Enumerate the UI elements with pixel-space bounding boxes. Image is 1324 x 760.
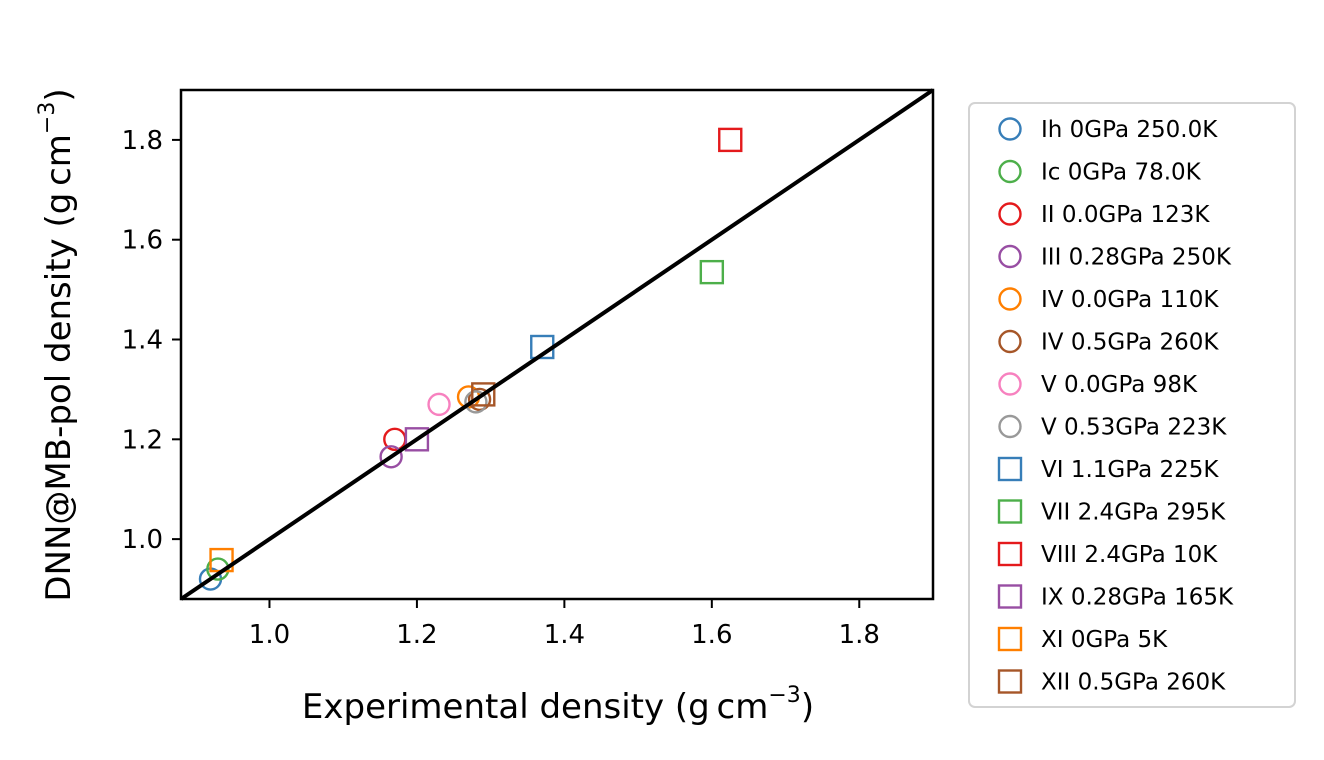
legend-label: V 0.53GPa 223K — [1041, 415, 1227, 441]
legend-label: IV 0.5GPa 260K — [1041, 330, 1219, 356]
legend-label: IX 0.28GPa 165K — [1041, 585, 1234, 611]
x-tick-label: 1.8 — [839, 620, 880, 650]
circle-marker — [467, 387, 492, 412]
square-marker — [718, 127, 743, 153]
legend-marker — [997, 669, 1023, 694]
legend-label: XI 0GPa 5K — [1041, 627, 1168, 653]
legend-label: III 0.28GPa 250K — [1041, 245, 1232, 271]
y-axis-label: DNN@MB-pol density (g cm−3) — [35, 88, 79, 601]
legend-box — [968, 102, 1296, 708]
legend-marker — [998, 287, 1022, 311]
circle-marker — [379, 445, 403, 469]
x-tick-label: 1.6 — [691, 620, 732, 650]
square-marker — [471, 382, 496, 407]
y-tick-label: 1.6 — [122, 226, 163, 256]
legend: Ih 0GPa 250.0K Ic 0GPa 78.0K II 0.0GPa 123… — [968, 102, 1296, 708]
legend-label: V 0.0GPa 98K — [1041, 372, 1198, 398]
legend-label: Ic 0GPa 78.0K — [1041, 160, 1202, 186]
legend-marker — [998, 414, 1022, 439]
legend-marker — [997, 499, 1023, 524]
circle-marker — [464, 390, 488, 414]
circle-marker — [427, 392, 451, 417]
data-points — [198, 127, 743, 591]
x-tick-label: 1.0 — [249, 620, 290, 650]
reference-line — [179, 88, 935, 601]
legend-marker — [998, 117, 1022, 141]
legend-marker — [997, 456, 1023, 482]
legend-marker — [997, 626, 1023, 652]
x-tick-label: 1.2 — [396, 620, 437, 650]
legend-label: II 0.0GPa 123K — [1041, 202, 1210, 228]
y-tick-label: 1.8 — [122, 126, 163, 156]
legend-items: Ih 0GPa 250.0K Ic 0GPa 78.0K II 0.0GPa 123… — [997, 117, 1234, 696]
square-marker — [699, 259, 725, 285]
square-marker — [404, 427, 430, 452]
legend-label: XII 0.5GPa 260K — [1041, 670, 1226, 696]
axis-ticks: 1.0 1.2 1.4 1.6 1.8 1.0 1.2 1.4 1.6 1.8 — [122, 126, 880, 650]
legend-label: VI 1.1GPa 225K — [1041, 457, 1219, 483]
legend-label: IV 0.0GPa 110K — [1041, 287, 1219, 313]
legend-label: VII 2.4GPa 295K — [1041, 500, 1226, 526]
y-tick-label: 1.0 — [122, 525, 163, 555]
legend-marker — [998, 202, 1022, 226]
legend-marker — [998, 372, 1022, 396]
legend-label: VIII 2.4GPa 10K — [1041, 542, 1218, 568]
legend-label: Ih 0GPa 250.0K — [1041, 117, 1218, 143]
x-axis-label: Experimental density (g cm−3) — [302, 683, 814, 727]
legend-marker — [997, 584, 1023, 609]
plot-area-frame — [179, 88, 935, 601]
x-tick-label: 1.4 — [544, 620, 585, 650]
y-tick-label: 1.2 — [122, 425, 163, 455]
legend-marker — [997, 541, 1023, 567]
legend-marker — [998, 244, 1022, 269]
y-tick-label: 1.4 — [122, 326, 163, 356]
legend-marker — [998, 159, 1022, 184]
legend-marker — [998, 329, 1022, 354]
